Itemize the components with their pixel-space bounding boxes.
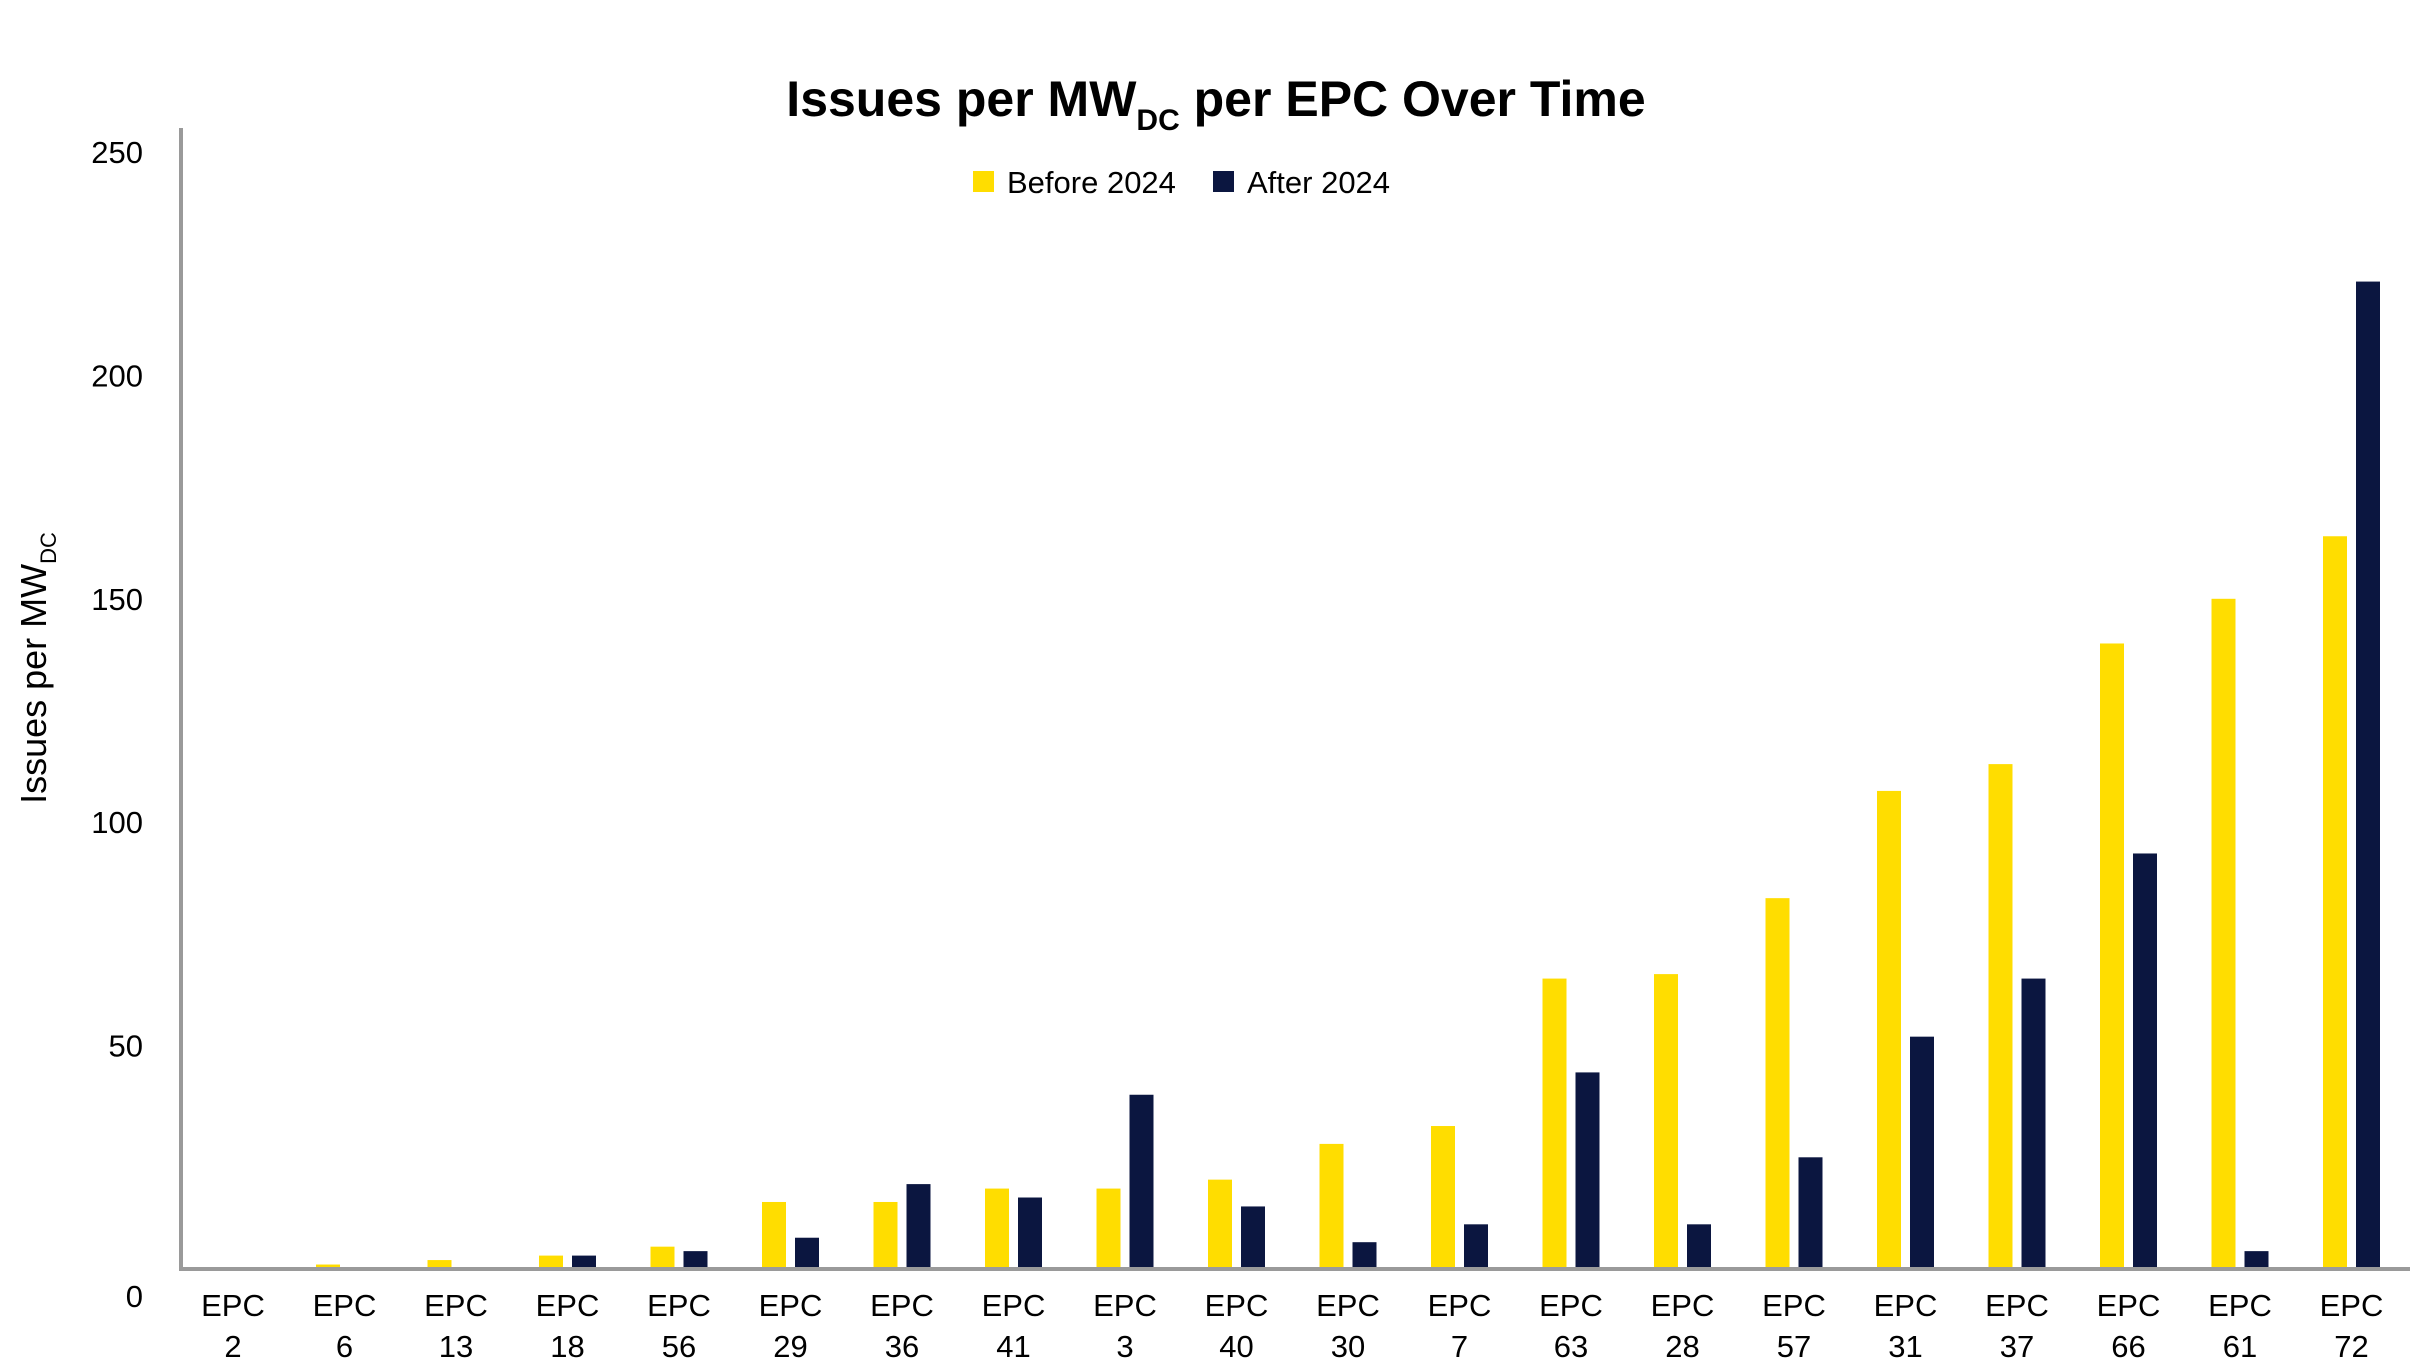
y-axis-ticks: 0 50 100 150 200 250: [91, 135, 143, 1314]
bar-before-2024: [1542, 978, 1567, 1269]
bar-after-2024: [1910, 1036, 1934, 1269]
bar-before-2024: [1988, 764, 2013, 1269]
bar-before-2024: [650, 1246, 675, 1269]
x-category-label: EPC 72: [2320, 1288, 2384, 1363]
x-category-label: EPC 57: [1762, 1288, 1826, 1363]
x-category-label: EPC 3: [1093, 1288, 1157, 1363]
bars: [204, 281, 2380, 1269]
bar-after-2024: [795, 1237, 819, 1269]
bar-before-2024: [2211, 598, 2236, 1269]
bar-before-2024: [1319, 1143, 1344, 1269]
bar-before-2024: [539, 1255, 563, 1269]
x-category-label: EPC 36: [870, 1288, 934, 1363]
bar-before-2024: [762, 1201, 786, 1269]
y-tick-label: 250: [91, 135, 143, 170]
bar-before-2024: [1431, 1126, 1455, 1269]
x-category-label: EPC 2: [201, 1288, 265, 1363]
chart-title-main: Issues per MW: [786, 71, 1137, 127]
bar-after-2024: [1018, 1197, 1042, 1269]
x-category-label: EPC 28: [1651, 1288, 1715, 1363]
bar-after-2024: [906, 1184, 931, 1269]
x-category-label: EPC 41: [982, 1288, 1046, 1363]
bar-before-2024: [1765, 898, 1790, 1269]
bar-after-2024: [1575, 1072, 1600, 1269]
bar-after-2024: [1464, 1224, 1488, 1269]
bar-after-2024: [2133, 853, 2157, 1269]
bar-after-2024: [683, 1251, 708, 1269]
bar-after-2024: [2244, 1251, 2269, 1269]
y-axis-label-main: Issues per MW: [13, 564, 54, 804]
x-category-label: EPC 61: [2208, 1288, 2272, 1363]
legend-swatch-before: [973, 171, 994, 192]
bar-before-2024: [985, 1188, 1009, 1269]
bar-after-2024: [2021, 978, 2046, 1269]
bar-after-2024: [1241, 1206, 1265, 1269]
bar-after-2024: [1129, 1094, 1154, 1269]
legend-swatch-after: [1213, 171, 1234, 192]
y-axis-label: Issues per MWDC: [13, 532, 61, 804]
x-axis-categories: EPC 2 EPC 6 EPC 13 EPC 18 EPC 56 EPC 29 EPC 36 EPC 41 EP…: [201, 1288, 2383, 1363]
x-category-label: EPC 37: [1985, 1288, 2049, 1363]
x-category-label: EPC 29: [759, 1288, 823, 1363]
chart-title-sub: DC: [1136, 104, 1179, 137]
y-tick-label: 0: [126, 1279, 143, 1314]
y-tick-label: 100: [91, 805, 143, 840]
bar-before-2024: [2323, 536, 2347, 1269]
chart-title-rest: per EPC Over Time: [1180, 71, 1646, 127]
x-category-label: EPC 66: [2097, 1288, 2161, 1363]
y-tick-label: 150: [91, 582, 143, 617]
legend-label-before: Before 2024: [1007, 165, 1176, 200]
x-category-label: EPC 13: [424, 1288, 488, 1363]
bar-before-2024: [873, 1201, 898, 1269]
legend: Before 2024 After 2024: [973, 165, 1390, 200]
x-category-label: EPC 30: [1316, 1288, 1380, 1363]
x-category-label: EPC 18: [536, 1288, 600, 1363]
bar-after-2024: [572, 1255, 596, 1269]
bar-before-2024: [2100, 643, 2124, 1269]
bar-after-2024: [1352, 1242, 1377, 1269]
x-category-label: EPC 56: [647, 1288, 711, 1363]
bar-before-2024: [1096, 1188, 1121, 1269]
y-axis-label-sub: DC: [36, 532, 61, 564]
bar-after-2024: [2356, 281, 2380, 1269]
chart-title: Issues per MWDC per EPC Over Time: [786, 71, 1645, 137]
bar-before-2024: [427, 1260, 452, 1269]
x-category-label: EPC 63: [1539, 1288, 1603, 1363]
bar-after-2024: [1798, 1157, 1823, 1269]
legend-label-after: After 2024: [1247, 165, 1390, 200]
y-tick-label: 50: [109, 1029, 143, 1064]
x-category-label: EPC 31: [1874, 1288, 1938, 1363]
bar-before-2024: [1654, 974, 1678, 1269]
x-category-label: EPC 40: [1205, 1288, 1269, 1363]
x-category-label: EPC 6: [313, 1288, 377, 1363]
bar-before-2024: [1208, 1179, 1232, 1269]
bar-before-2024: [1877, 790, 1901, 1269]
y-tick-label: 200: [91, 358, 143, 393]
bar-after-2024: [1687, 1224, 1711, 1269]
bar-before-2024: [316, 1264, 340, 1269]
x-category-label: EPC 7: [1428, 1288, 1492, 1363]
